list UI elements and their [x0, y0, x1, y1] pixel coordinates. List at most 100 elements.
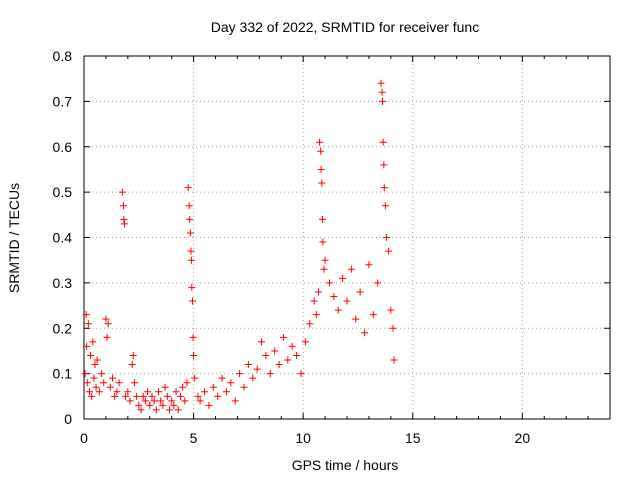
data-point	[187, 256, 195, 264]
data-point	[266, 370, 274, 378]
data-point	[325, 279, 333, 287]
data-point	[188, 297, 196, 305]
data-point	[95, 388, 103, 396]
plot-frame	[83, 55, 611, 420]
data-point	[139, 392, 147, 400]
data-point	[159, 401, 167, 409]
x-tick-label: 20	[515, 430, 531, 446]
data-point	[103, 333, 111, 341]
data-point	[129, 351, 137, 359]
data-point	[191, 374, 199, 382]
data-point	[387, 306, 395, 314]
data-point	[186, 215, 194, 223]
data-point	[262, 351, 270, 359]
data-point	[89, 338, 97, 346]
data-point	[87, 351, 95, 359]
data-point	[82, 311, 90, 319]
data-point	[90, 374, 98, 382]
data-point	[130, 379, 138, 387]
data-point	[118, 188, 126, 196]
data-point	[106, 383, 114, 391]
data-point	[334, 306, 342, 314]
data-point	[111, 392, 119, 400]
data-point	[377, 79, 385, 87]
data-point	[120, 215, 128, 223]
y-axis-label: SRMTID / TECUs	[6, 183, 22, 293]
data-point	[231, 397, 239, 405]
data-point	[297, 370, 305, 378]
data-point	[361, 329, 369, 337]
y-tick-label: 0	[64, 411, 72, 427]
x-tick-label: 15	[405, 430, 421, 446]
data-point	[218, 374, 226, 382]
data-point	[190, 351, 198, 359]
data-point	[170, 401, 178, 409]
grid-lines	[84, 56, 610, 419]
data-point	[157, 397, 165, 405]
data-point	[380, 161, 388, 169]
x-axis-label: GPS time / hours	[292, 457, 399, 473]
data-point	[365, 261, 373, 269]
data-point	[369, 311, 377, 319]
data-point	[93, 356, 101, 364]
data-point	[194, 392, 202, 400]
data-point	[249, 374, 257, 382]
x-tick-labels: 0 5 10 15 20	[80, 430, 530, 446]
data-point	[189, 333, 197, 341]
data-point	[133, 392, 141, 400]
data-point	[244, 361, 252, 369]
data-point	[179, 383, 187, 391]
data-point	[83, 379, 91, 387]
data-point	[186, 229, 194, 237]
data-point	[312, 311, 320, 319]
data-point	[356, 288, 364, 296]
data-point	[293, 351, 301, 359]
data-point	[385, 247, 393, 255]
data-point	[113, 388, 121, 396]
data-point	[163, 392, 171, 400]
y-tick-label: 0.6	[53, 139, 73, 155]
data-point	[184, 184, 192, 192]
data-point	[275, 361, 283, 369]
data-point	[330, 292, 338, 300]
data-point	[389, 324, 397, 332]
data-point	[161, 383, 169, 391]
data-point	[320, 265, 328, 273]
data-point	[148, 392, 156, 400]
data-point	[108, 374, 116, 382]
data-point	[115, 379, 123, 387]
y-tick-label: 0.3	[53, 275, 73, 291]
data-point	[279, 333, 287, 341]
data-point	[187, 247, 195, 255]
data-point	[214, 392, 222, 400]
data-point	[81, 370, 89, 378]
x-tick-label: 5	[190, 430, 198, 446]
data-point	[150, 397, 158, 405]
y-tick-labels: 0 0.1 0.2 0.3 0.4 0.5 0.6 0.7 0.8	[53, 48, 73, 427]
data-point	[181, 397, 189, 405]
data-point	[382, 234, 390, 241]
data-points	[81, 79, 398, 414]
y-tick-label: 0.4	[53, 230, 73, 246]
data-point	[209, 383, 217, 391]
data-point	[104, 320, 112, 328]
data-point	[390, 356, 398, 364]
data-point	[155, 388, 163, 396]
data-point	[352, 315, 360, 323]
data-point	[321, 256, 329, 264]
data-point	[183, 379, 191, 387]
data-point	[176, 392, 184, 400]
x-tick-label: 10	[295, 430, 311, 446]
data-point	[271, 347, 279, 355]
data-point	[128, 361, 136, 369]
data-point	[119, 202, 127, 210]
data-point	[196, 397, 204, 405]
data-point	[165, 406, 173, 414]
data-point	[135, 401, 143, 409]
data-point	[126, 397, 134, 405]
data-point	[343, 297, 351, 305]
axis-ticks	[83, 55, 610, 420]
data-point	[137, 406, 145, 414]
data-point	[347, 265, 355, 273]
data-point	[288, 342, 296, 350]
